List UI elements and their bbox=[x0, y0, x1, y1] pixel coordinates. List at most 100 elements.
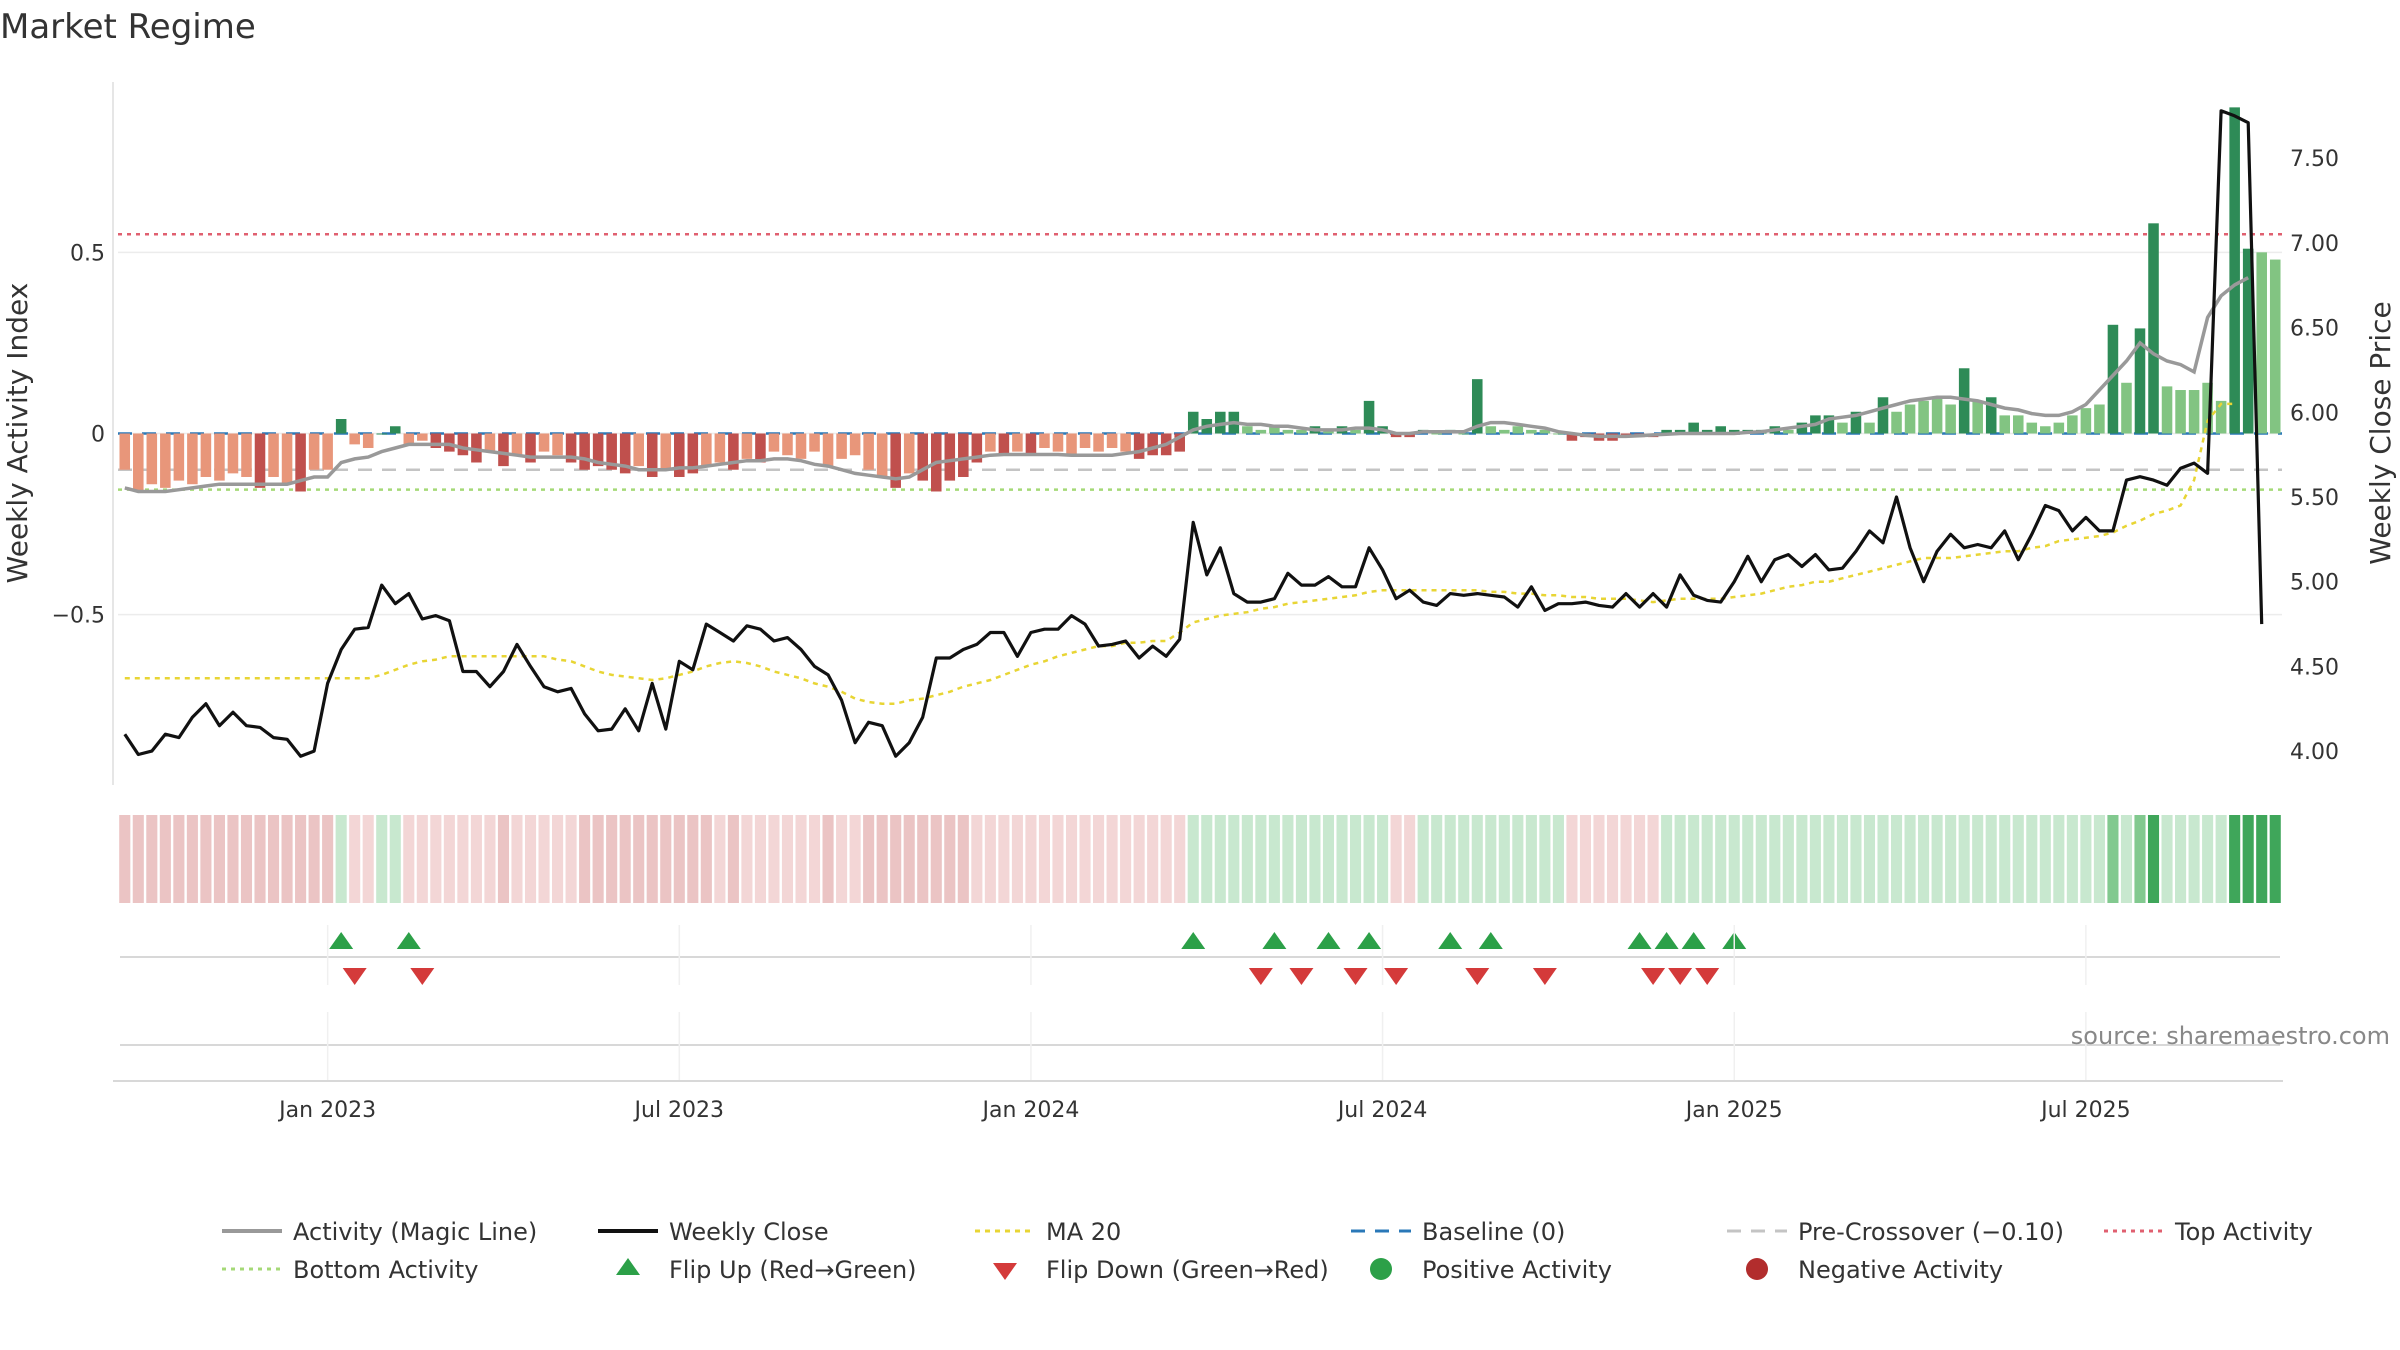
activity-bar bbox=[1025, 433, 1037, 456]
activity-bar bbox=[971, 433, 983, 463]
regime-cell bbox=[579, 815, 591, 903]
legend-item-negative-activity: Negative Activity bbox=[1746, 1256, 2003, 1284]
legend-label-flip-up: Flip Up (Red→Green) bbox=[669, 1256, 917, 1284]
flip-panel bbox=[120, 932, 2280, 985]
source-label: source: sharemaestro.com bbox=[2071, 1022, 2390, 1050]
flip-markers bbox=[329, 932, 1747, 985]
legend-swatch-flip-up bbox=[616, 1258, 640, 1275]
legend-swatch-positive-activity bbox=[1370, 1258, 1392, 1280]
regime-cell bbox=[484, 815, 496, 903]
activity-bar bbox=[985, 433, 996, 452]
activity-bar bbox=[1012, 433, 1023, 452]
activity-bar bbox=[1904, 404, 1916, 434]
activity-bar bbox=[2188, 390, 2200, 434]
regime-cell bbox=[944, 815, 956, 903]
activity-bar bbox=[2012, 415, 2024, 434]
regime-cell bbox=[2053, 815, 2065, 903]
regime-cell bbox=[1755, 815, 1767, 903]
activity-bar bbox=[2107, 324, 2119, 434]
regime-cell bbox=[1836, 815, 1848, 903]
activity-bar bbox=[741, 433, 753, 459]
regime-cell bbox=[836, 815, 848, 903]
activity-bar bbox=[1674, 429, 1686, 434]
legend-swatch-negative-activity bbox=[1746, 1258, 1768, 1280]
activity-bar bbox=[1837, 422, 1848, 434]
activity-bar bbox=[1282, 429, 1294, 434]
regime-cell bbox=[1390, 815, 1402, 903]
regime-cell bbox=[240, 815, 253, 903]
activity-bar bbox=[1106, 433, 1118, 448]
regime-cell bbox=[1241, 815, 1253, 903]
activity-bar bbox=[1093, 433, 1104, 452]
activity-bar bbox=[1120, 433, 1131, 452]
regime-cell bbox=[1958, 815, 1970, 903]
activity-bar bbox=[701, 433, 712, 467]
regime-cell bbox=[1349, 815, 1362, 903]
regime-cell bbox=[1025, 815, 1037, 903]
activity-bar bbox=[903, 433, 915, 474]
activity-bar bbox=[2094, 404, 2105, 434]
right-axis-ticks: 7.50 7.00 6.50 6.00 5.50 5.00 4.50 4.00 bbox=[2290, 147, 2339, 765]
regime-cell bbox=[1363, 815, 1375, 903]
regime-cell bbox=[1133, 815, 1145, 903]
activity-bar bbox=[1823, 415, 1835, 434]
activity-bar bbox=[944, 433, 956, 481]
activity-bar bbox=[173, 433, 185, 481]
x-tick-label: Jan 2024 bbox=[980, 1098, 1079, 1123]
regime-cell bbox=[2134, 815, 2146, 903]
activity-bar bbox=[755, 433, 766, 463]
activity-bar bbox=[1931, 397, 1943, 434]
regime-cell bbox=[1985, 815, 1997, 903]
activity-bar bbox=[403, 433, 415, 445]
legend-item-baseline: Baseline (0) bbox=[1351, 1218, 1565, 1246]
activity-bar bbox=[376, 433, 388, 435]
legend-item-top-activity: Top Activity bbox=[2104, 1218, 2313, 1246]
activity-bar bbox=[241, 433, 252, 477]
right-tick-label: 5.00 bbox=[2290, 571, 2339, 596]
regime-cell bbox=[1999, 815, 2011, 903]
regime-cell bbox=[267, 815, 280, 903]
regime-cell bbox=[2026, 815, 2038, 903]
regime-cell bbox=[1728, 815, 1740, 903]
regime-cell bbox=[1566, 815, 1578, 903]
legend: Activity (Magic Line) Weekly Close MA 20… bbox=[222, 1218, 2313, 1284]
regime-cell bbox=[1471, 815, 1483, 903]
regime-cell bbox=[1038, 815, 1051, 903]
regime-cell bbox=[1377, 815, 1389, 903]
activity-bar bbox=[687, 433, 699, 474]
activity-bar bbox=[1215, 411, 1226, 434]
regime-cell bbox=[1485, 815, 1497, 903]
activity-bar bbox=[1269, 426, 1280, 434]
activity-bar bbox=[362, 433, 374, 448]
regime-cell bbox=[1404, 815, 1416, 903]
regime-cell bbox=[1552, 815, 1564, 903]
regime-cell bbox=[1674, 815, 1686, 903]
activity-bar bbox=[471, 433, 482, 463]
activity-bar bbox=[1526, 429, 1537, 434]
regime-cell bbox=[200, 815, 212, 903]
regime-cell bbox=[890, 815, 902, 903]
regime-cell bbox=[1011, 815, 1023, 903]
activity-bar bbox=[958, 433, 969, 477]
activity-bar bbox=[2242, 248, 2254, 434]
activity-bar bbox=[1566, 433, 1578, 441]
regime-cell bbox=[984, 815, 996, 903]
regime-cell bbox=[2012, 815, 2024, 903]
flip-down-marker bbox=[1465, 968, 1490, 985]
activity-bar bbox=[890, 433, 901, 488]
activity-bar bbox=[254, 433, 266, 488]
regime-cell bbox=[2229, 815, 2241, 903]
activity-bar bbox=[1066, 433, 1077, 456]
activity-bar bbox=[674, 433, 685, 477]
activity-bar bbox=[1390, 433, 1402, 438]
chart-title: Market Regime bbox=[0, 7, 256, 47]
flip-down-marker bbox=[1695, 968, 1720, 985]
regime-cell bbox=[1945, 815, 1957, 903]
activity-bar bbox=[1242, 426, 1253, 434]
regime-cell bbox=[443, 815, 455, 903]
regime-cell bbox=[349, 815, 361, 903]
regime-cell bbox=[565, 815, 577, 903]
regime-cell bbox=[1661, 815, 1673, 903]
regime-strip bbox=[119, 815, 2281, 903]
legend-label-ma20: MA 20 bbox=[1046, 1218, 1121, 1246]
